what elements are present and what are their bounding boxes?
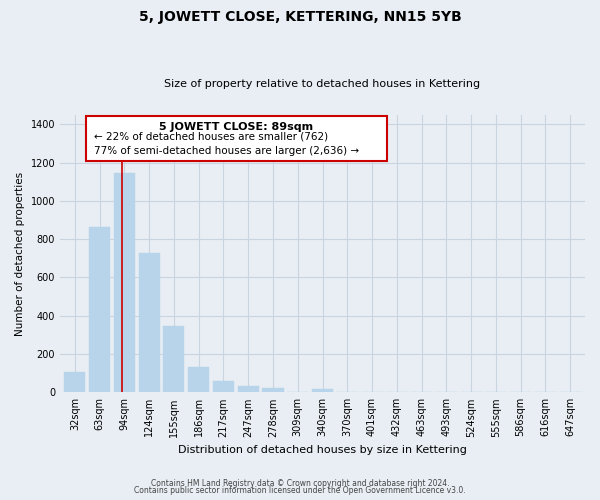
Bar xyxy=(163,326,184,392)
Text: Contains public sector information licensed under the Open Government Licence v3: Contains public sector information licen… xyxy=(134,486,466,495)
Bar xyxy=(188,368,209,392)
Text: 5, JOWETT CLOSE, KETTERING, NN15 5YB: 5, JOWETT CLOSE, KETTERING, NN15 5YB xyxy=(139,10,461,24)
Bar xyxy=(312,390,333,392)
Bar xyxy=(262,388,284,392)
Bar xyxy=(213,381,234,392)
Title: Size of property relative to detached houses in Kettering: Size of property relative to detached ho… xyxy=(164,79,481,89)
Y-axis label: Number of detached properties: Number of detached properties xyxy=(15,172,25,336)
Bar xyxy=(64,372,85,392)
Text: 5 JOWETT CLOSE: 89sqm: 5 JOWETT CLOSE: 89sqm xyxy=(160,122,314,132)
FancyBboxPatch shape xyxy=(86,116,387,161)
Text: ← 22% of detached houses are smaller (762): ← 22% of detached houses are smaller (76… xyxy=(94,132,328,141)
Text: Contains HM Land Registry data © Crown copyright and database right 2024.: Contains HM Land Registry data © Crown c… xyxy=(151,478,449,488)
Text: 77% of semi-detached houses are larger (2,636) →: 77% of semi-detached houses are larger (… xyxy=(94,146,359,156)
Bar xyxy=(89,226,110,392)
Bar xyxy=(114,173,135,392)
Bar xyxy=(139,252,160,392)
Bar xyxy=(238,386,259,392)
X-axis label: Distribution of detached houses by size in Kettering: Distribution of detached houses by size … xyxy=(178,445,467,455)
